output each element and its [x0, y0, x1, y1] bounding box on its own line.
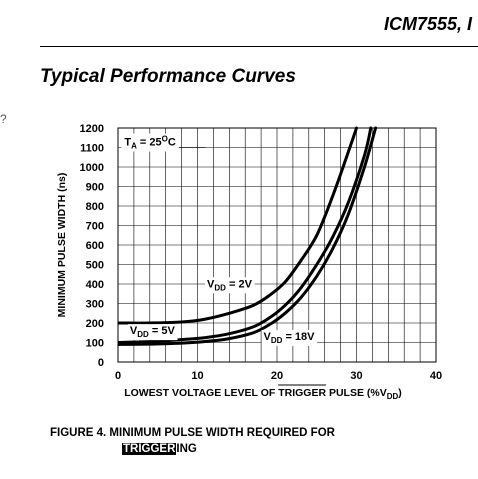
- chart-grid: [118, 128, 436, 362]
- y-tick-label: 500: [86, 260, 104, 272]
- series-vdd-18v-line: [118, 126, 378, 346]
- caption-line-2-rest: ING: [176, 443, 197, 455]
- y-tick-label: 1000: [80, 162, 104, 174]
- y-tick-label: 1200: [80, 123, 104, 135]
- chart-labels: VDD = 2V VDD = 5V VDD = 18V TA = 25OC MINIMU…: [56, 133, 402, 401]
- header-rule: [40, 46, 478, 47]
- y-tick-label: 1100: [80, 143, 104, 155]
- caption-line-2: TRIGGERING: [122, 443, 197, 455]
- x-tick-label: 10: [191, 370, 203, 382]
- label-vdd-5v-bg: [127, 324, 178, 341]
- caption-trigger-highlight: TRIGGER: [122, 443, 177, 455]
- temperature-annotation-bg: [121, 133, 179, 152]
- margin-mark: ?: [0, 112, 7, 126]
- y-tick-label: 700: [86, 221, 104, 233]
- y-tick-label: 800: [86, 201, 104, 213]
- label-vdd-5v: VDD = 5V: [130, 325, 176, 339]
- x-tick-label: 0: [115, 370, 121, 382]
- y-tick-label: 100: [86, 338, 104, 350]
- x-tick-label: 40: [430, 370, 442, 382]
- series-vdd-5v-line: [118, 126, 373, 344]
- chart-series: [118, 126, 378, 346]
- y-tick-label: 600: [86, 240, 104, 252]
- y-axis-label: MINIMUM PULSE WIDTH (ns): [56, 173, 68, 318]
- x-tick-label: 30: [350, 370, 362, 382]
- plot-frame: [117, 127, 437, 363]
- label-vdd-2v: VDD = 2V: [207, 278, 253, 292]
- x-axis-label: LOWEST VOLTAGE LEVEL OF TRIGGER PULSE (%…: [124, 387, 402, 401]
- label-vdd-18v: VDD = 18V: [263, 331, 315, 345]
- y-tick-label: 400: [86, 279, 104, 291]
- section-title: Typical Performance Curves: [40, 66, 296, 87]
- label-vdd-18v-bg: [261, 329, 318, 346]
- document-title: ICM7555, I: [384, 14, 473, 34]
- y-tick-label: 200: [86, 318, 104, 330]
- series-vdd-2v-line: [118, 126, 358, 325]
- caption-line-1: FIGURE 4. MINIMUM PULSE WIDTH REQUIRED F…: [50, 427, 335, 439]
- x-tick-label: 20: [271, 370, 283, 382]
- y-tick-label: 900: [86, 182, 104, 194]
- figure-caption: FIGURE 4. MINIMUM PULSE WIDTH REQUIRED F…: [50, 427, 335, 455]
- label-vdd-2v-bg: [205, 277, 255, 294]
- y-tick-label: 300: [86, 299, 104, 311]
- temperature-annotation: TA = 25OC: [124, 135, 176, 151]
- y-tick-label: 0: [98, 357, 104, 369]
- chart-tick-labels: 0100200300400500600700800900100011001200…: [80, 123, 443, 382]
